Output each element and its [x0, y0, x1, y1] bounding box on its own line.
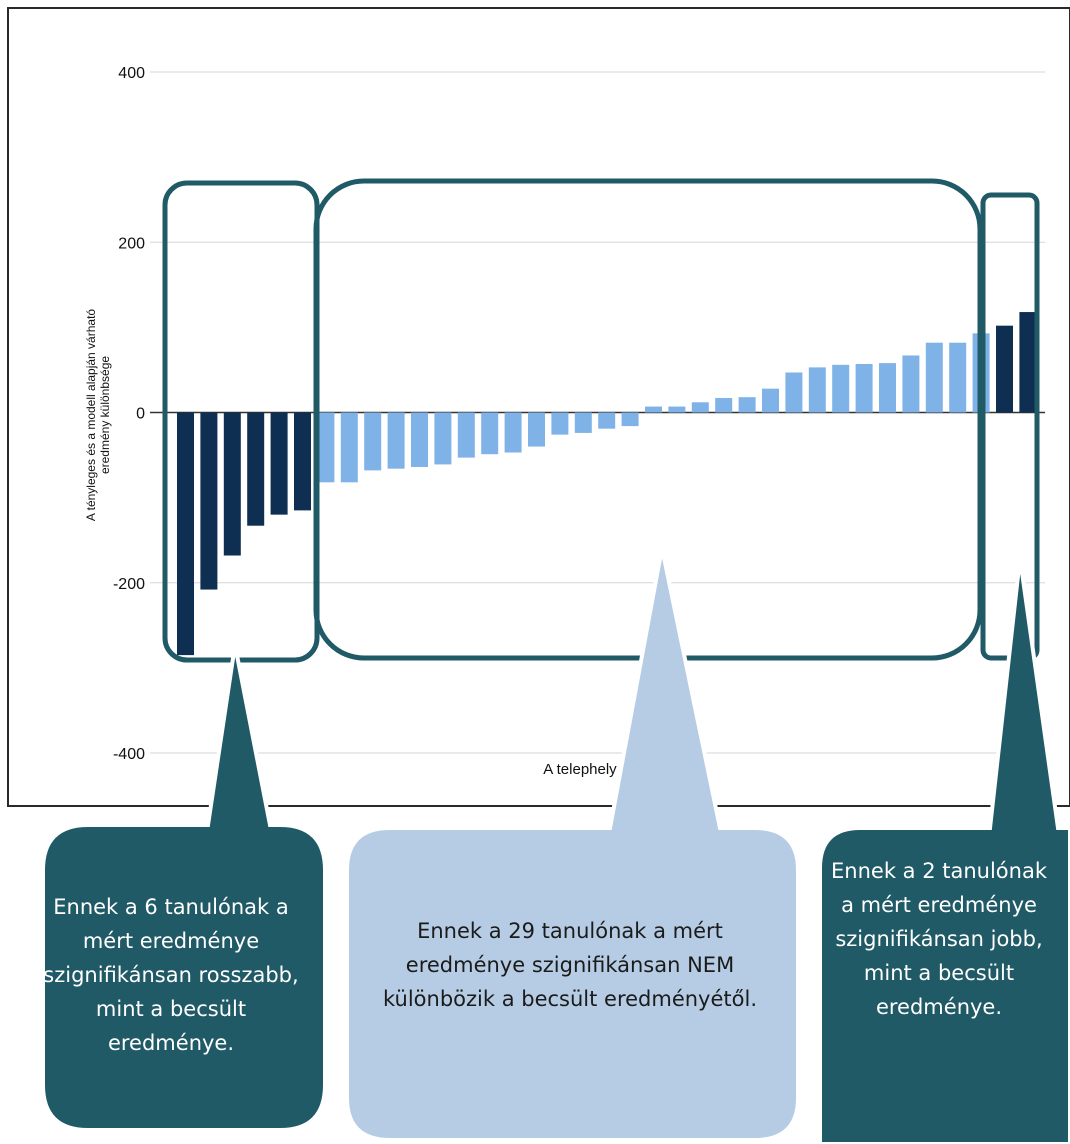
- y-tick-label: 0: [136, 406, 145, 423]
- bar: [925, 342, 943, 413]
- bar: [200, 412, 218, 590]
- bar: [387, 412, 405, 469]
- bar: [247, 412, 265, 526]
- bar: [691, 402, 709, 413]
- y-axis-label: A tényleges és a modell alapján várhatóe…: [84, 309, 112, 521]
- bar: [340, 412, 358, 483]
- callout-right: [818, 557, 1070, 1144]
- bar: [551, 412, 569, 435]
- bar: [738, 397, 756, 413]
- x-axis-label: A telephely: [543, 761, 617, 778]
- bar: [879, 363, 896, 413]
- bar: [949, 342, 967, 413]
- y-tick-labels: 400 200 0 -200 -400: [113, 65, 145, 763]
- bar: [528, 412, 545, 447]
- bar: [411, 412, 428, 467]
- callout-middle: [345, 547, 800, 1142]
- bar: [855, 363, 873, 413]
- bar: [645, 406, 662, 413]
- y-tick-label: 200: [118, 235, 145, 252]
- bar: [294, 412, 311, 511]
- callout-left: [41, 644, 327, 1132]
- bar: [434, 412, 452, 465]
- bar: [762, 388, 779, 413]
- bar: [785, 372, 803, 413]
- bar: [481, 412, 499, 455]
- bar: [621, 412, 639, 427]
- bar: [598, 412, 616, 429]
- bar: [574, 412, 592, 433]
- bar: [902, 355, 920, 413]
- bar: [715, 398, 733, 413]
- bar: [177, 412, 194, 656]
- bar: [808, 367, 826, 413]
- y-tick-label: -400: [113, 746, 145, 763]
- callout-left-text: Ennek a 6 tanulónak a mért eredménye szi…: [43, 895, 299, 1055]
- bar: [996, 325, 1013, 413]
- y-tick-label: -200: [113, 576, 145, 593]
- callout-middle-text: Ennek a 29 tanulónak a mért eredménye sz…: [383, 919, 757, 1011]
- y-tick-label: 400: [118, 65, 145, 82]
- bar: [457, 412, 475, 458]
- bar: [317, 412, 335, 483]
- bar: [832, 364, 850, 413]
- bar: [504, 412, 522, 453]
- callout-right-text: Ennek a 2 tanulónak a mért eredménye szi…: [831, 859, 1047, 1019]
- bar: [270, 412, 288, 515]
- bar: [668, 406, 686, 413]
- bar: [364, 412, 382, 471]
- bar: [1019, 312, 1037, 413]
- bar: [223, 412, 241, 556]
